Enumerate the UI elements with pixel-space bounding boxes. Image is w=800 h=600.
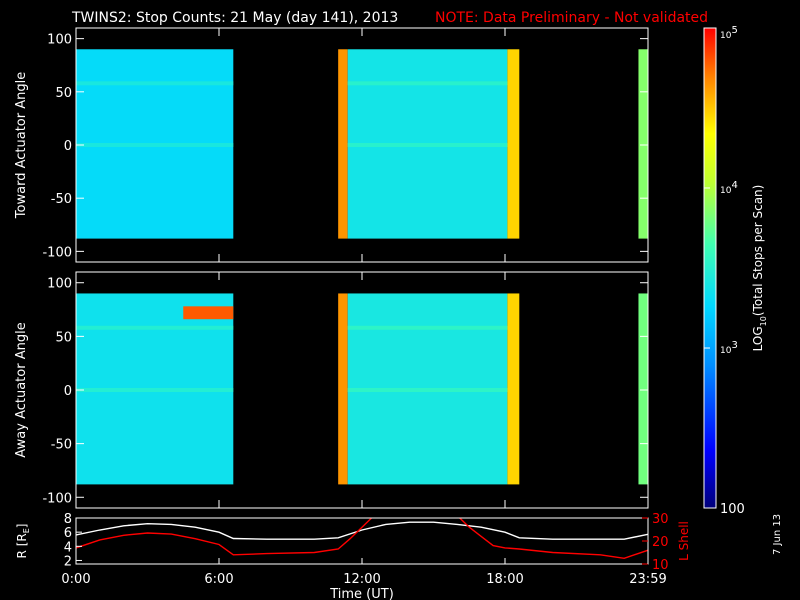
left-y-tick-label: 4 [64,540,72,555]
toward-angle-panel: 100 50 0 -50 -100 Toward Actuator Angle [14,27,649,263]
x-axis-label: Time (UT) [329,587,394,600]
x-tick-label: 18:00 [486,572,523,587]
y-axis-label: Away Actuator Angle [14,322,29,457]
y-axis-label: Toward Actuator Angle [14,72,29,219]
heatmap-band-1 [338,293,348,485]
date-stamp: 7 Jun 13 [772,513,783,555]
colorbar: 105 104 103 100 [703,25,745,517]
y-tick-label: -50 [51,192,72,207]
heatmap-stripe [347,325,508,330]
y-tick-label: -100 [42,491,72,506]
heatmap-band-3 [507,293,520,485]
heatmap-band-4 [638,49,648,239]
chart-title: TWINS2: Stop Counts: 21 May (day 141), 2… [71,10,398,26]
x-tick-label: 6:00 [204,572,233,587]
left-y-tick-label: 8 [64,512,72,527]
colorbar-label: LOG10(Total Stops per Scan) [751,185,768,352]
right-y-tick-label: 20 [652,535,669,550]
heatmap-stripe [347,388,508,392]
radius-line [76,521,648,540]
colorbar-tick-label: 103 [720,340,738,356]
y-tick-label: -50 [51,438,72,453]
data-note: NOTE: Data Preliminary - Not validated [435,10,708,26]
away-angle-panel: 100 50 0 -50 -100 Away Actuator Angle [14,271,649,509]
lshell-line [76,518,648,560]
heatmap-stripe [76,143,234,147]
heatmap-band-4 [638,293,648,485]
heatmap-stripe [76,325,234,330]
lshell-axis-label: L Shell [677,521,691,561]
x-tick-label: 12:00 [343,572,380,587]
colorbar-tick-label: 104 [720,180,738,196]
y-tick-label: 100 [47,277,72,292]
y-tick-label: 50 [55,86,72,101]
heatmap-band-3 [507,49,520,239]
y-tick-label: 0 [64,139,72,154]
radius-axis-label: R [RE] [15,524,31,559]
x-tick-label: 0:00 [61,572,90,587]
heatmap-hotspot [183,306,234,320]
heatmap-stripe [76,81,234,86]
y-tick-label: 0 [64,384,72,399]
colorbar-tick-label: 105 [720,25,738,41]
y-tick-label: 50 [55,330,72,345]
colorbar-scale [703,27,717,509]
heatmap-stripe [347,81,508,86]
colorbar-tick-label: 100 [720,502,745,517]
y-tick-label: -100 [42,245,72,260]
heatmap-stripe [76,388,234,392]
right-y-tick-label: 10 [652,558,669,573]
left-y-tick-label: 2 [64,554,72,569]
orbit-frame [75,517,649,565]
y-tick-label: 100 [47,33,72,48]
heatmap-band-1 [338,49,348,239]
heatmap-stripe [347,143,508,147]
right-y-tick-label: 30 [652,512,669,527]
x-tick-label: 23:59 [629,572,666,587]
left-y-tick-label: 6 [64,526,72,541]
